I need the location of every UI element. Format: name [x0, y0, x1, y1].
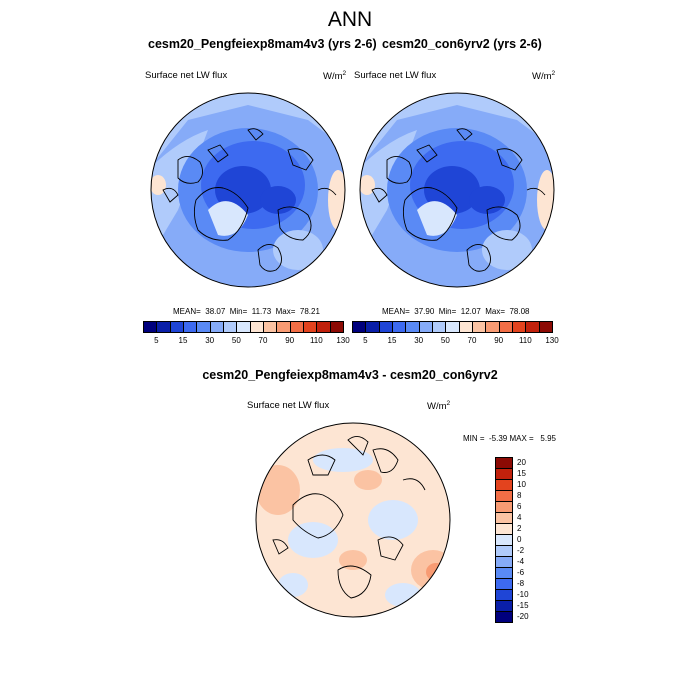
colorbar-tick-label: -4 [517, 556, 525, 566]
colorbar-swatch [538, 321, 553, 333]
colorbar-tick-label: 70 [258, 336, 268, 345]
panel1-variable-label: Surface net LW flux [145, 70, 228, 81]
colorbar-swatch [236, 321, 251, 333]
colorbar-tick-label: 15 [517, 468, 526, 478]
colorbar-swatch [352, 321, 367, 333]
colorbar-tick-label: 70 [467, 336, 477, 345]
colorbar-swatch [485, 321, 500, 333]
colorbar-swatch [156, 321, 171, 333]
colorbar-swatch [378, 321, 393, 333]
panel2-map-border [359, 92, 555, 288]
colorbar-tick-label: -15 [517, 600, 529, 610]
colorbar-swatch [303, 321, 318, 333]
diff-polar-map [255, 422, 451, 618]
colorbar-tick-label: 10 [517, 479, 526, 489]
diff-units: W/m2 [427, 400, 451, 413]
colorbar-tick-label: -6 [517, 567, 525, 577]
colorbar-swatch [432, 321, 447, 333]
diff-colorbar-labels: 20 15 10 8 6 4 2 0 -2 -4 -6 -8 -10 -15 -20 [517, 457, 547, 622]
colorbar-swatch [169, 321, 184, 333]
panel2-title: cesm20_con6yrv2 (yrs 2-6) [382, 37, 542, 51]
diff-map-border [255, 422, 451, 618]
panel2-colorbar-labels: 5 15 30 50 70 90 110 130 [352, 336, 559, 348]
colorbar-tick-label: 4 [517, 512, 522, 522]
colorbar-tick-label: 30 [414, 336, 424, 345]
diff-field-shading [256, 423, 450, 617]
colorbar-swatch [445, 321, 460, 333]
colorbar-tick-label: 15 [387, 336, 397, 345]
colorbar-swatch [498, 321, 513, 333]
panel1-polar-map [150, 92, 346, 288]
colorbar-tick-label: 130 [545, 336, 559, 345]
colorbar-swatch [392, 321, 407, 333]
colorbar-swatch [495, 611, 513, 623]
colorbar-tick-label: 5 [154, 336, 159, 345]
diff-variable-label: Surface net LW flux [247, 400, 330, 411]
colorbar-swatch [329, 321, 344, 333]
panel2-stats: MEAN= 37.90 Min= 12.07 Max= 78.08 [382, 307, 530, 316]
colorbar-swatch [418, 321, 433, 333]
panel2-polar-map [359, 92, 555, 288]
colorbar-tick-label: 2 [517, 523, 522, 533]
colorbar-swatch [276, 321, 291, 333]
diff-stats: MIN = -5.39 MAX = 5.95 [463, 434, 556, 443]
colorbar-tick-label: 20 [517, 457, 526, 467]
colorbar-tick-label: -2 [517, 545, 525, 555]
colorbar-swatch [316, 321, 331, 333]
colorbar-tick-label: 90 [285, 336, 295, 345]
panel1-field-shading [151, 93, 345, 287]
diff-coastlines [272, 436, 426, 599]
colorbar-tick-label: 15 [178, 336, 188, 345]
colorbar-tick-label: 0 [517, 534, 522, 544]
colorbar-swatch [209, 321, 224, 333]
colorbar-tick-label: 8 [517, 490, 522, 500]
colorbar-tick-label: -8 [517, 578, 525, 588]
diff-colorbar [495, 457, 513, 623]
colorbar-tick-label: 90 [494, 336, 504, 345]
colorbar-swatch [223, 321, 238, 333]
panel2-field-shading [360, 93, 554, 287]
colorbar-tick-label: -20 [517, 611, 529, 621]
panel2-colorbar [352, 321, 553, 333]
panel1-colorbar-labels: 5 15 30 50 70 90 110 130 [143, 336, 350, 348]
colorbar-tick-label: 50 [231, 336, 241, 345]
colorbar-tick-label: 110 [518, 336, 532, 345]
colorbar-tick-label: 5 [363, 336, 368, 345]
panel1-coastlines [162, 128, 337, 272]
colorbar-swatch [249, 321, 264, 333]
colorbar-swatch [525, 321, 540, 333]
colorbar-swatch [196, 321, 211, 333]
panel2-units: W/m2 [532, 70, 556, 83]
panel1-title: cesm20_Pengfeiexp8mam4v3 (yrs 2-6) [148, 37, 377, 51]
colorbar-tick-label: 110 [309, 336, 323, 345]
colorbar-tick-label: 130 [336, 336, 350, 345]
panel1-units: W/m2 [323, 70, 347, 83]
page-title: ANN [327, 8, 373, 31]
diff-title: cesm20_Pengfeiexp8mam4v3 - cesm20_con6yr… [202, 368, 498, 382]
colorbar-swatch [263, 321, 278, 333]
colorbar-swatch [289, 321, 304, 333]
colorbar-swatch [183, 321, 198, 333]
colorbar-swatch [405, 321, 420, 333]
colorbar-swatch [458, 321, 473, 333]
panel1-map-border [150, 92, 346, 288]
colorbar-tick-label: -10 [517, 589, 529, 599]
colorbar-tick-label: 30 [205, 336, 215, 345]
colorbar-swatch [143, 321, 158, 333]
panel2-variable-label: Surface net LW flux [354, 70, 437, 81]
colorbar-swatch [365, 321, 380, 333]
colorbar-tick-label: 50 [440, 336, 450, 345]
colorbar-swatch [512, 321, 527, 333]
panel1-stats: MEAN= 38.07 Min= 11.73 Max= 78.21 [173, 307, 320, 316]
colorbar-swatch [472, 321, 487, 333]
colorbar-tick-label: 6 [517, 501, 522, 511]
panel1-colorbar [143, 321, 344, 333]
panel2-coastlines [371, 128, 546, 272]
